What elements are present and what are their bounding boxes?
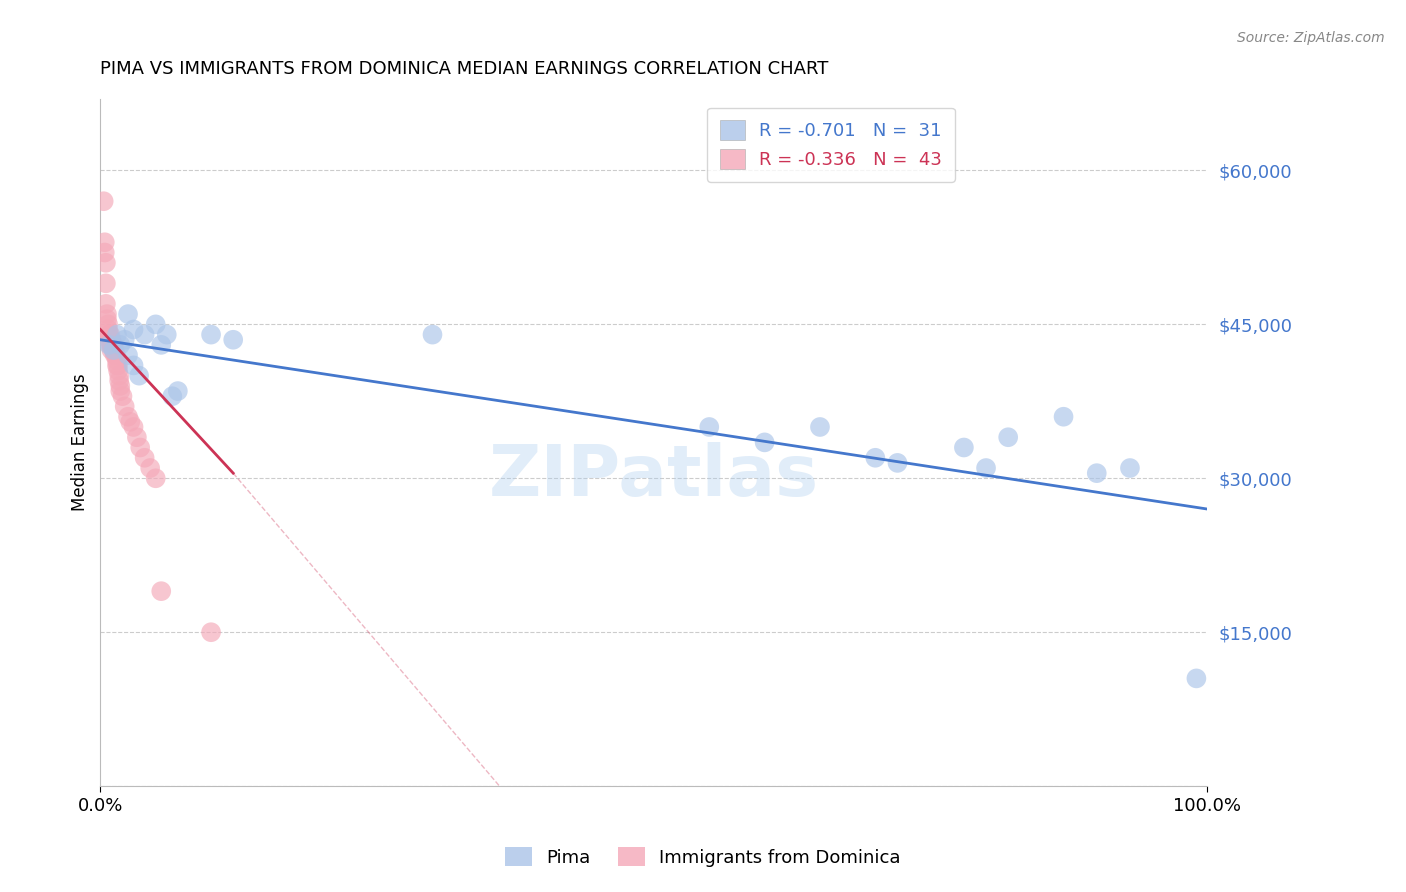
Point [105,359,128,373]
Point [134,327,156,342]
Point [886,456,908,470]
Point [94,235,117,250]
Y-axis label: Median Earnings: Median Earnings [72,374,89,511]
Point [865,450,887,465]
Point [107,359,129,373]
Point [104,348,127,362]
Point [103,343,125,357]
Point [110,338,132,352]
Point [117,409,139,424]
Point [105,327,128,342]
Point [997,430,1019,444]
Point [105,353,128,368]
Point [97,322,120,336]
Point [1085,466,1108,480]
Point [94,277,117,291]
Point [114,333,136,347]
Point [1119,461,1142,475]
Point [134,450,156,465]
Point [697,420,720,434]
Point [117,307,139,321]
Point [166,384,188,398]
Point [120,415,142,429]
Point [100,343,122,357]
Point [139,461,162,475]
Point [156,327,179,342]
Point [150,584,173,599]
Point [94,256,117,270]
Point [111,389,134,403]
Point [422,327,444,342]
Point [98,333,121,347]
Text: Source: ZipAtlas.com: Source: ZipAtlas.com [1237,31,1385,45]
Point [97,318,120,332]
Point [100,338,122,352]
Point [110,379,132,393]
Point [974,461,997,475]
Point [108,368,131,383]
Point [98,338,121,352]
Point [145,318,167,332]
Point [110,384,132,398]
Point [145,471,167,485]
Point [94,245,117,260]
Point [117,348,139,362]
Point [93,194,115,209]
Point [96,312,118,326]
Point [1052,409,1074,424]
Legend: Pima, Immigrants from Dominica: Pima, Immigrants from Dominica [498,840,908,874]
Legend: R = -0.701   N =  31, R = -0.336   N =  43: R = -0.701 N = 31, R = -0.336 N = 43 [707,108,955,182]
Point [103,338,125,352]
Point [98,338,121,352]
Point [122,359,145,373]
Point [98,327,121,342]
Point [100,333,122,347]
Point [222,333,245,347]
Point [953,441,976,455]
Point [808,420,831,434]
Point [103,343,125,357]
Point [125,430,148,444]
Point [129,441,152,455]
Point [122,322,145,336]
Title: PIMA VS IMMIGRANTS FROM DOMINICA MEDIAN EARNINGS CORRELATION CHART: PIMA VS IMMIGRANTS FROM DOMINICA MEDIAN … [100,60,828,78]
Point [200,625,222,640]
Point [162,389,184,403]
Text: ZIPatlas: ZIPatlas [489,442,818,511]
Point [101,338,124,352]
Point [94,297,117,311]
Point [107,363,129,377]
Point [1185,672,1208,686]
Point [128,368,150,383]
Point [108,374,131,388]
Point [200,327,222,342]
Point [96,307,118,321]
Point [98,327,121,342]
Point [114,400,136,414]
Point [122,420,145,434]
Point [104,348,127,362]
Point [150,338,173,352]
Point [104,343,127,357]
Point [754,435,776,450]
